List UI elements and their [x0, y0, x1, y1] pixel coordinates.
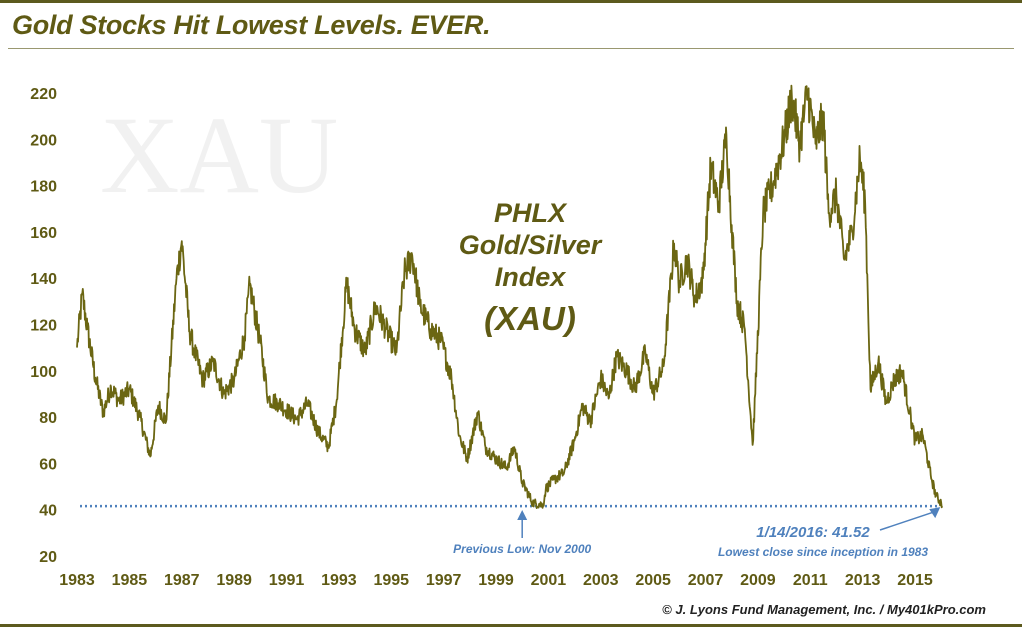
chart-title: Gold Stocks Hit Lowest Levels. EVER. — [12, 10, 491, 40]
current-low-arrowhead — [929, 507, 941, 519]
y-tick-label: 120 — [30, 318, 57, 335]
previous-low-annotation: Previous Low: Nov 2000 — [453, 542, 591, 556]
center-label: PHLX Gold/Silver Index (XAU) — [459, 198, 603, 337]
series-line-xau — [76, 84, 944, 509]
x-tick-label: 1997 — [426, 572, 462, 589]
current-low-arrow — [879, 510, 937, 531]
previous-low-arrowhead — [517, 510, 528, 520]
y-tick-label: 160 — [30, 225, 57, 242]
center-label-line-3: Index — [495, 262, 567, 292]
x-tick-label: 1987 — [164, 572, 200, 589]
center-label-line-4: (XAU) — [484, 300, 576, 337]
x-axis-ticks: 1983 1985 1987 1989 1991 1993 1995 1997 1999 2001… — [59, 572, 933, 589]
x-tick-label: 2003 — [583, 572, 619, 589]
current-low-annotation: 1/14/2016: 41.52 — [756, 524, 870, 541]
x-tick-label: 2005 — [635, 572, 671, 589]
bottom-rule — [0, 624, 1022, 627]
title-divider — [8, 48, 1014, 49]
x-tick-label: 1999 — [478, 572, 514, 589]
y-tick-label: 20 — [39, 549, 57, 566]
copyright-text: © J. Lyons Fund Management, Inc. / My401… — [662, 602, 986, 617]
center-label-line-2: Gold/Silver — [459, 230, 603, 260]
y-tick-label: 200 — [30, 132, 57, 149]
current-low-subannotation: Lowest close since inception in 1983 — [718, 545, 928, 559]
x-tick-label: 2001 — [531, 572, 567, 589]
x-tick-label: 2013 — [845, 572, 881, 589]
x-tick-label: 2009 — [740, 572, 776, 589]
x-tick-label: 1985 — [112, 572, 148, 589]
x-tick-label: 2015 — [897, 572, 933, 589]
y-tick-label: 220 — [30, 86, 57, 103]
x-tick-label: 2007 — [688, 572, 724, 589]
top-rule — [0, 0, 1022, 3]
x-tick-label: 1991 — [269, 572, 305, 589]
y-tick-label: 80 — [39, 410, 57, 427]
x-tick-label: 1983 — [59, 572, 95, 589]
x-tick-label: 1993 — [321, 572, 357, 589]
y-tick-label: 100 — [30, 364, 57, 381]
y-tick-label: 60 — [39, 456, 57, 473]
x-tick-label: 1995 — [373, 572, 409, 589]
y-tick-label: 180 — [30, 179, 57, 196]
center-label-line-1: PHLX — [494, 198, 568, 228]
watermark-text: XAU — [100, 94, 338, 216]
x-tick-label: 1989 — [216, 572, 252, 589]
y-tick-label: 140 — [30, 271, 57, 288]
y-tick-label: 40 — [39, 503, 57, 520]
y-axis-ticks: 220 200 180 160 140 120 100 80 60 40 20 — [30, 86, 57, 566]
x-tick-label: 2011 — [793, 572, 828, 589]
